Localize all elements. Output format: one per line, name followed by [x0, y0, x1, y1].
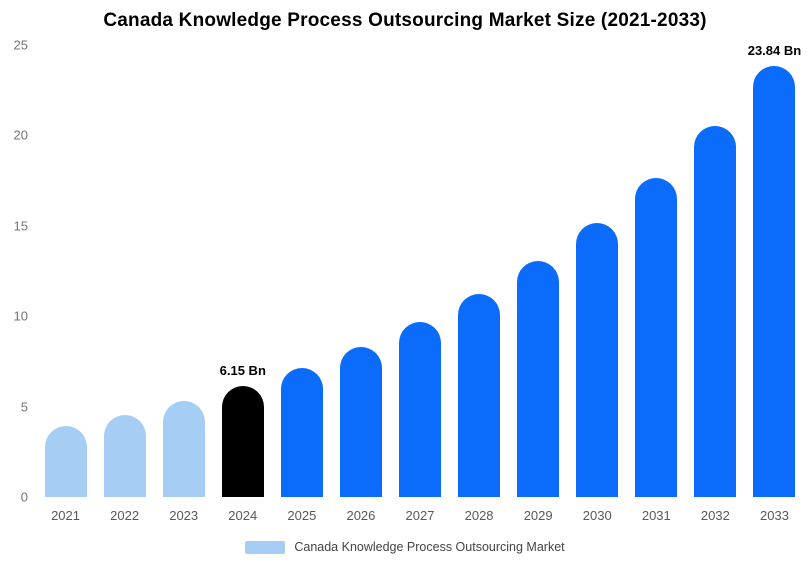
y-tick-label: 15: [13, 218, 28, 234]
bar-value-label: 23.84 Bn: [747, 42, 802, 58]
y-tick-label: 5: [20, 399, 28, 415]
bar-slot: 2025: [272, 45, 331, 523]
legend-item[interactable]: Canada Knowledge Process Outsourcing Mar…: [0, 540, 810, 554]
bar-slot: 2032: [686, 45, 745, 523]
bar-2028[interactable]: [458, 293, 501, 497]
plot-area: 0 5 10 15 20 25 2021 2022 2023 6.15 Bn 2024 2025 20…: [14, 38, 804, 524]
bar-2022[interactable]: [103, 414, 146, 497]
x-tick-label: 2030: [582, 508, 612, 523]
y-tick-label: 20: [13, 127, 28, 143]
y-tick-label: 25: [13, 37, 28, 53]
bar-slot: 2031: [627, 45, 686, 523]
bar-slot: 6.15 Bn 2024: [213, 45, 272, 523]
x-tick-label: 2033: [760, 508, 789, 523]
x-tick-label: 2031: [641, 508, 671, 523]
bar-slot: 2022: [95, 45, 154, 523]
bar-value-label: 6.15 Bn: [219, 362, 266, 378]
bar-slot: 2029: [509, 45, 568, 523]
x-tick-label: 2027: [405, 508, 435, 523]
x-tick-label: 2021: [51, 508, 80, 523]
bar-2027[interactable]: [399, 322, 441, 497]
y-axis: 0 5 10 15 20 25: [0, 38, 28, 505]
bar-slot: 2028: [450, 45, 509, 523]
x-tick-label: 2032: [700, 508, 730, 523]
bar-2032[interactable]: [694, 126, 737, 497]
y-tick-label: 0: [20, 489, 28, 505]
chart-title: Canada Knowledge Process Outsourcing Mar…: [103, 10, 707, 31]
y-tick-label: 10: [13, 308, 28, 324]
bars-area: 2021 2022 2023 6.15 Bn 2024 2025 2026 2027 2028 2…: [36, 42, 804, 523]
x-tick-label: 2026: [346, 508, 376, 523]
bar-slot: 2021: [36, 45, 95, 523]
bar-slot: 23.84 Bn 2033: [745, 42, 804, 523]
bar-slot: 2027: [390, 45, 449, 523]
bar-2021[interactable]: [44, 426, 87, 497]
bar-2030[interactable]: [576, 222, 619, 497]
bar-2024[interactable]: [221, 385, 264, 497]
x-tick-label: 2025: [287, 508, 317, 523]
x-tick-label: 2024: [228, 508, 258, 523]
x-tick-label: 2028: [464, 508, 494, 523]
bar-2025[interactable]: [280, 367, 323, 497]
bar-2033[interactable]: [753, 65, 796, 497]
legend-label: Canada Knowledge Process Outsourcing Mar…: [294, 540, 565, 554]
bar-2026[interactable]: [339, 346, 382, 497]
legend-swatch: [245, 540, 286, 554]
bar-2023[interactable]: [162, 401, 205, 497]
bar-slot: 2023: [154, 45, 213, 523]
x-tick-label: 2022: [110, 508, 140, 523]
x-tick-label: 2023: [169, 508, 199, 523]
bar-2029[interactable]: [517, 261, 560, 497]
x-tick-label: 2029: [523, 508, 553, 523]
bar-slot: 2030: [568, 45, 627, 523]
bar-slot: 2026: [331, 45, 390, 523]
bar-2031[interactable]: [635, 178, 678, 497]
